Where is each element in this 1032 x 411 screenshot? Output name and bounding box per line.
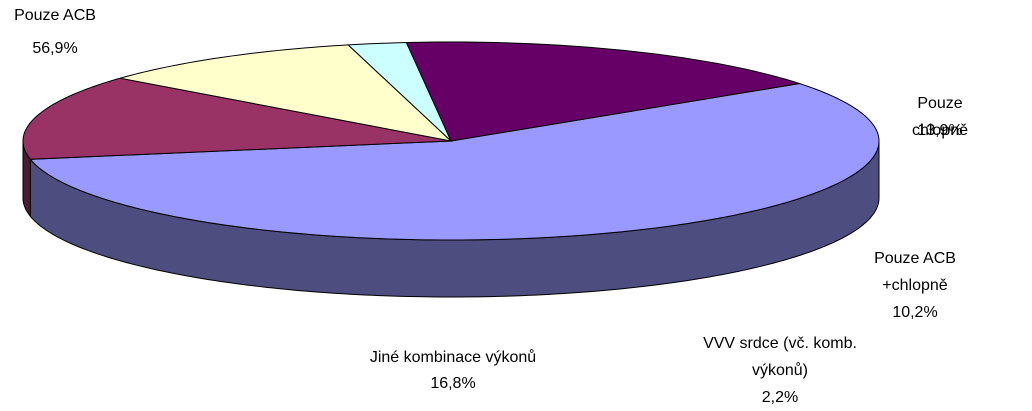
slice-label: Pouze chlopně	[911, 95, 969, 139]
slice-label: VVV srdce (vč. komb. výkonů)	[703, 335, 857, 379]
slice-value-label: 56,9%	[32, 40, 78, 57]
slice-label: Pouze ACB	[14, 7, 96, 24]
slice-value-label: 16,8%	[430, 375, 476, 392]
slice	[120, 44, 453, 142]
slice	[29, 82, 880, 241]
slice-value-label: 10,2%	[892, 304, 938, 321]
slice	[346, 42, 452, 142]
slice-label: Jiné kombinace výkonů	[369, 349, 537, 366]
slice-value-label: 13,9%	[917, 122, 963, 139]
slice	[405, 41, 800, 142]
slice	[22, 77, 452, 160]
slice-label: Pouze ACB +chlopně	[874, 250, 956, 294]
slice-value-label: 2,2%	[761, 389, 799, 406]
